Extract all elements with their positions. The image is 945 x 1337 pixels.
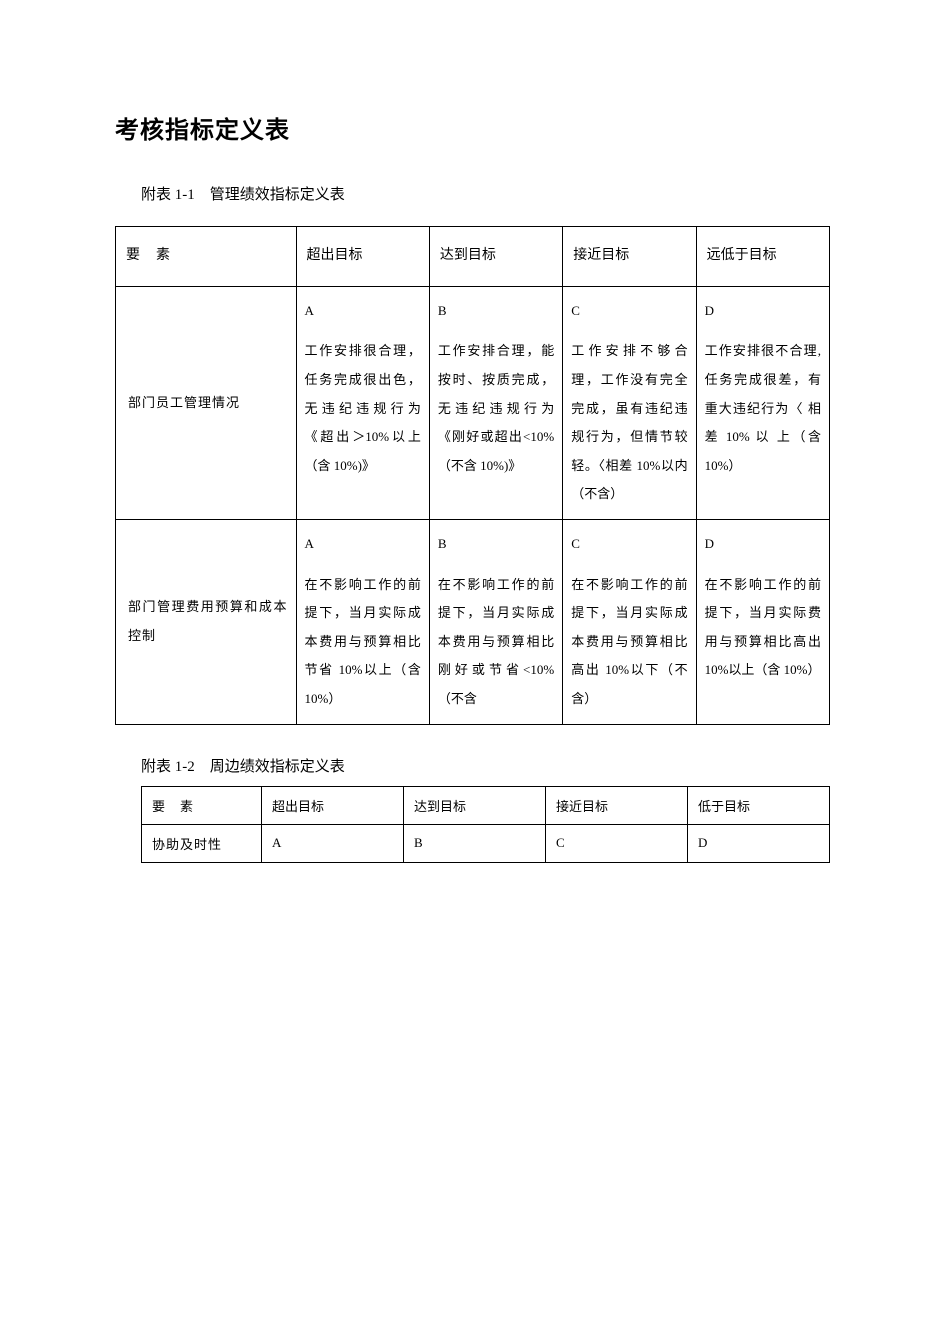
table2-header-row: 要 素 超出目标 达到目标 接近目标 低于目标: [142, 786, 830, 824]
grade-label: C: [571, 530, 687, 559]
table2-header-below: 低于目标: [688, 786, 830, 824]
table1-header-below: 远低于目标: [696, 227, 829, 287]
table1-row1-a: A 工作安排很合理，任务完成很出色，无违纪违规行为《超出＞10%以上（含 10%…: [296, 286, 429, 519]
grade-desc: 工作安排很合理，任务完成很出色，无违纪违规行为《超出＞10%以上（含 10%)》: [305, 337, 421, 480]
grade-desc: 在不影响工作的前提下，当月实际成本费用与预算相比节省 10%以上（含10%）: [305, 571, 421, 714]
table1-row2-a: A 在不影响工作的前提下，当月实际成本费用与预算相比节省 10%以上（含10%）: [296, 519, 429, 724]
table1-row2-element: 部门管理费用预算和成本控制: [116, 519, 297, 724]
table1-row2-d: D 在不影响工作的前提下，当月实际费用与预算相比高出10%以上（含 10%）: [696, 519, 829, 724]
table2-header-close: 接近目标: [546, 786, 688, 824]
table2-row1-a: A: [262, 824, 404, 862]
table2-header-meet: 达到目标: [404, 786, 546, 824]
table1-row1-b: B 工作安排合理，能按时、按质完成，无违纪违规行为《刚好或超出<10%（不含 1…: [429, 286, 562, 519]
subtitle-2: 附表 1-2 周边绩效指标定义表: [115, 755, 830, 776]
grade-label: A: [305, 297, 421, 326]
table1-header-element: 要 素: [116, 227, 297, 287]
table1-row2-b: B 在不影响工作的前提下，当月实际成本费用与预算相比刚 好 或 节 省 <10%…: [429, 519, 562, 724]
table2-header-exceed: 超出目标: [262, 786, 404, 824]
table1-row2: 部门管理费用预算和成本控制 A 在不影响工作的前提下，当月实际成本费用与预算相比…: [116, 519, 830, 724]
table2-row1: 协助及时性 A B C D: [142, 824, 830, 862]
subtitle-1: 附表 1-1 管理绩效指标定义表: [115, 183, 830, 204]
grade-desc: 工作安排很不合理,任务完成很差，有重大违纪行为〈 相 差 10% 以 上（含 1…: [705, 337, 821, 480]
table1-header-exceed: 超出目标: [296, 227, 429, 287]
table1-row1: 部门员工管理情况 A 工作安排很合理，任务完成很出色，无违纪违规行为《超出＞10…: [116, 286, 830, 519]
grade-desc: 在不影响工作的前提下，当月实际成本费用与预算相比高出 10%以下（不含）: [571, 571, 687, 714]
grade-label: B: [438, 297, 554, 326]
table1-header-row: 要 素 超出目标 达到目标 接近目标 远低于目标: [116, 227, 830, 287]
grade-label: A: [305, 530, 421, 559]
grade-label: D: [705, 297, 821, 326]
table1-row1-c: C 工作安排不够合理，工作没有完全完成，虽有违纪违规行为，但情节较轻。〈相差 1…: [563, 286, 696, 519]
table2-row1-d: D: [688, 824, 830, 862]
grade-label: C: [571, 297, 687, 326]
grade-desc: 在不影响工作的前提下，当月实际费用与预算相比高出10%以上（含 10%）: [705, 571, 821, 685]
main-title: 考核指标定义表: [115, 110, 830, 145]
table1-row2-c: C 在不影响工作的前提下，当月实际成本费用与预算相比高出 10%以下（不含）: [563, 519, 696, 724]
table2-row1-c: C: [546, 824, 688, 862]
table1-row1-d: D 工作安排很不合理,任务完成很差，有重大违纪行为〈 相 差 10% 以 上（含…: [696, 286, 829, 519]
grade-desc: 工作安排不够合理，工作没有完全完成，虽有违纪违规行为，但情节较轻。〈相差 10%…: [571, 337, 687, 509]
table1-row1-element: 部门员工管理情况: [116, 286, 297, 519]
table2-row1-element: 协助及时性: [142, 824, 262, 862]
table-2: 要 素 超出目标 达到目标 接近目标 低于目标 协助及时性 A B C D: [141, 786, 830, 863]
table2-header-element: 要 素: [142, 786, 262, 824]
grade-label: D: [705, 530, 821, 559]
grade-desc: 在不影响工作的前提下，当月实际成本费用与预算相比刚 好 或 节 省 <10%（不…: [438, 571, 554, 714]
table2-row1-b: B: [404, 824, 546, 862]
table-1: 要 素 超出目标 达到目标 接近目标 远低于目标 部门员工管理情况 A 工作安排…: [115, 226, 830, 725]
table1-header-close: 接近目标: [563, 227, 696, 287]
table1-header-meet: 达到目标: [429, 227, 562, 287]
grade-label: B: [438, 530, 554, 559]
grade-desc: 工作安排合理，能按时、按质完成，无违纪违规行为《刚好或超出<10%（不含 10%…: [438, 337, 554, 480]
